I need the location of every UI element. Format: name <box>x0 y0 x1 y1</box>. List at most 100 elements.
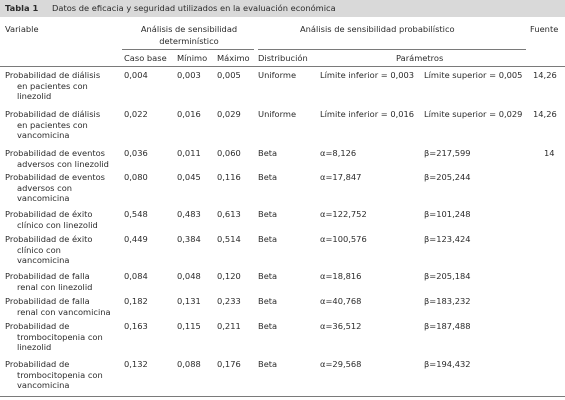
parameter-1-cell: α=36,512 <box>320 321 362 331</box>
parameter-2-cell: β=205,184 <box>424 271 471 281</box>
variable-cell: Probabilidad de diálisis en pacientes co… <box>5 109 100 141</box>
base-case-cell: 0,080 <box>124 172 148 182</box>
distribution-cell: Beta <box>258 271 278 281</box>
header-variable: Variable <box>5 24 39 34</box>
variable-cell: Probabilidad de éxito clínico con linezo… <box>5 209 98 230</box>
base-case-cell: 0,548 <box>124 209 148 219</box>
distribution-cell: Beta <box>258 296 278 306</box>
variable-line: renal con linezolid <box>17 281 93 292</box>
variable-line: trombocitopenia con <box>17 369 103 380</box>
header-base-case: Caso base <box>124 53 167 63</box>
variable-line: Probabilidad de <box>5 359 70 369</box>
base-case-cell: 0,182 <box>124 296 148 306</box>
source-cell: 14,26 <box>533 109 557 119</box>
min-cell: 0,483 <box>177 209 201 219</box>
probabilistic-rule <box>258 49 526 50</box>
variable-line: en pacientes con <box>17 119 88 130</box>
variable-line: Probabilidad de éxito <box>5 234 93 244</box>
base-case-cell: 0,132 <box>124 359 148 369</box>
variable-line: Probabilidad de falla <box>5 296 90 306</box>
parameter-1-cell: α=18,816 <box>320 271 362 281</box>
deterministic-rule <box>122 49 254 50</box>
distribution-cell: Beta <box>258 172 278 182</box>
header-bottom-rule <box>0 66 565 67</box>
table-caption: Tabla 1 Datos de eficacia y seguridad ut… <box>0 0 565 17</box>
max-cell: 0,029 <box>217 109 241 119</box>
min-cell: 0,115 <box>177 321 201 331</box>
header-deterministic-line1: Análisis de sensibilidad <box>140 24 238 34</box>
variable-cell: Probabilidad de éxito clínico con vancom… <box>5 234 92 266</box>
base-case-cell: 0,036 <box>124 148 148 158</box>
variable-line: vancomicina <box>17 130 70 140</box>
min-cell: 0,048 <box>177 271 201 281</box>
max-cell: 0,176 <box>217 359 241 369</box>
variable-line: Probabilidad de diálisis <box>5 70 101 80</box>
variable-line: Probabilidad de eventos <box>5 172 105 182</box>
variable-line: Probabilidad de éxito <box>5 209 93 219</box>
variable-line: clínico con <box>17 244 61 255</box>
parameter-2-cell: β=217,599 <box>424 148 471 158</box>
source-cell: 14,26 <box>533 70 557 80</box>
distribution-cell: Uniforme <box>258 70 297 80</box>
distribution-cell: Beta <box>258 234 278 244</box>
variable-line: linezolid <box>17 91 52 101</box>
variable-line: vancomicina <box>17 380 70 390</box>
base-case-cell: 0,022 <box>124 109 148 119</box>
variable-line: Probabilidad de falla <box>5 271 90 281</box>
max-cell: 0,233 <box>217 296 241 306</box>
distribution-cell: Beta <box>258 209 278 219</box>
base-case-cell: 0,084 <box>124 271 148 281</box>
variable-cell: Probabilidad de falla renal con linezoli… <box>5 271 92 292</box>
max-cell: 0,211 <box>217 321 241 331</box>
max-cell: 0,613 <box>217 209 241 219</box>
min-cell: 0,045 <box>177 172 201 182</box>
table-title: Datos de eficacia y seguridad utilizados… <box>52 3 336 13</box>
header-source: Fuente <box>530 24 559 34</box>
max-cell: 0,005 <box>217 70 241 80</box>
parameter-1-cell: α=40,768 <box>320 296 362 306</box>
variable-line: Probabilidad de eventos <box>5 148 105 158</box>
variable-cell: Probabilidad de trombocitopenia con line… <box>5 321 103 353</box>
variable-line: vancomicina <box>17 255 70 265</box>
min-cell: 0,016 <box>177 109 201 119</box>
variable-cell: Probabilidad de diálisis en pacientes co… <box>5 70 100 102</box>
distribution-cell: Uniforme <box>258 109 297 119</box>
header-parameters: Parámetros <box>396 53 444 63</box>
table-label: Tabla 1 <box>5 3 39 13</box>
base-case-cell: 0,004 <box>124 70 148 80</box>
parameter-2-cell: β=194,432 <box>424 359 471 369</box>
base-case-cell: 0,163 <box>124 321 148 331</box>
parameter-1-cell: α=29,568 <box>320 359 362 369</box>
header-min: Mínimo <box>177 53 208 63</box>
variable-line: Probabilidad de <box>5 321 70 331</box>
header-probabilistic: Análisis de sensibilidad probabilístico <box>300 24 455 34</box>
parameter-2-cell: β=187,488 <box>424 321 471 331</box>
max-cell: 0,060 <box>217 148 241 158</box>
variable-cell: Probabilidad de trombocitopenia con vanc… <box>5 359 103 391</box>
distribution-cell: Beta <box>258 148 278 158</box>
parameter-2-cell: β=101,248 <box>424 209 471 219</box>
max-cell: 0,514 <box>217 234 241 244</box>
header-distribution: Distribución <box>258 53 308 63</box>
variable-line: clínico con linezolid <box>17 219 98 230</box>
parameter-1-cell: α=100,576 <box>320 234 367 244</box>
variable-cell: Probabilidad de falla renal con vancomic… <box>5 296 111 317</box>
variable-cell: Probabilidad de eventos adversos con lin… <box>5 148 109 169</box>
parameter-1-cell: Límite inferior = 0,016 <box>320 109 415 119</box>
min-cell: 0,088 <box>177 359 201 369</box>
source-cell: 14 <box>544 148 555 158</box>
parameter-2-cell: β=183,232 <box>424 296 471 306</box>
parameter-2-cell: β=123,424 <box>424 234 471 244</box>
parameter-1-cell: Límite inferior = 0,003 <box>320 70 415 80</box>
variable-line: linezolid <box>17 342 52 352</box>
parameter-1-cell: α=8,126 <box>320 148 357 158</box>
min-cell: 0,131 <box>177 296 201 306</box>
min-cell: 0,384 <box>177 234 201 244</box>
table-bottom-rule <box>0 396 565 397</box>
parameter-1-cell: α=122,752 <box>320 209 367 219</box>
parameter-2-cell: Límite superior = 0,029 <box>424 109 523 119</box>
variable-line: en pacientes con <box>17 80 88 91</box>
max-cell: 0,120 <box>217 271 241 281</box>
max-cell: 0,116 <box>217 172 241 182</box>
header-deterministic-line2: determinístico <box>159 36 219 46</box>
